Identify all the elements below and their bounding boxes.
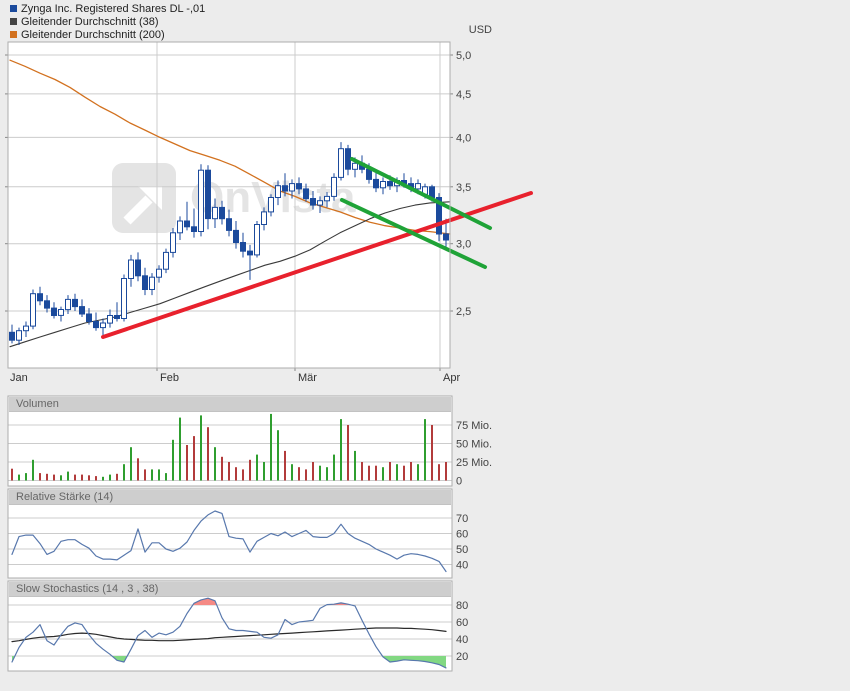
price-series-label: Zynga Inc. Registered Shares DL -,01 xyxy=(21,2,206,15)
stochastics-gridlines xyxy=(8,604,452,657)
price-series-swatch xyxy=(10,5,17,12)
volume-axis-label: 25 Mio. xyxy=(456,457,492,469)
legend-item-ma200: Gleitender Durchschnitt (200) xyxy=(10,28,205,41)
main-plot-border xyxy=(7,41,451,369)
rsi-axis-label: 50 xyxy=(456,544,468,556)
ma200-line xyxy=(9,59,451,235)
month-axis-label: Mär xyxy=(298,372,317,384)
price-axis-label: 4,5 xyxy=(456,89,471,101)
stochastics-panel-border xyxy=(7,580,453,672)
candles-layer xyxy=(9,142,449,345)
trendline xyxy=(340,198,487,269)
rsi-axis-label: 70 xyxy=(456,513,468,525)
volume-axis-label: 75 Mio. xyxy=(456,420,492,432)
legend-item-ma38: Gleitender Durchschnitt (38) xyxy=(10,15,205,28)
volume-panel-border xyxy=(7,395,453,487)
stoch-signal-line xyxy=(11,627,447,643)
price-axis-label: 3,0 xyxy=(456,239,471,251)
volume-panel-header: Volumen xyxy=(9,397,451,412)
ma200-swatch xyxy=(10,31,17,38)
trendline xyxy=(101,191,533,339)
volume-axis-label: 50 Mio. xyxy=(456,439,492,451)
currency-label: USD xyxy=(468,24,492,36)
volume-axis-label: 0 xyxy=(456,476,462,488)
legend: Zynga Inc. Registered Shares DL -,01 Gle… xyxy=(10,2,205,41)
price-axis-label: 4,0 xyxy=(456,132,471,144)
legend-item-price: Zynga Inc. Registered Shares DL -,01 xyxy=(10,2,205,15)
stochastics-panel-header: Slow Stochastics (14 , 3 , 38) xyxy=(9,582,451,597)
stochastics-axis-label: 60 xyxy=(456,617,468,629)
price-axis-label: 3,5 xyxy=(456,182,471,194)
onvista-watermark xyxy=(112,163,176,233)
price-axis-label: 5,0 xyxy=(456,50,471,62)
price-axis-label: 2,5 xyxy=(456,306,471,318)
stoch-oversold-fill xyxy=(12,656,446,668)
stochastics-axis-label: 20 xyxy=(456,651,468,663)
ma38-label: Gleitender Durchschnitt (38) xyxy=(21,15,159,28)
rsi-panel-border xyxy=(7,488,453,579)
ma38-line xyxy=(9,201,451,348)
month-axis-label: Feb xyxy=(160,372,179,384)
rsi-axis-label: 60 xyxy=(456,529,468,541)
rsi-axis-label: 40 xyxy=(456,560,468,572)
ma200-label: Gleitender Durchschnitt (200) xyxy=(21,28,165,41)
volume-bars xyxy=(11,413,447,481)
trendline xyxy=(350,157,492,230)
month-axis-label: Jan xyxy=(10,372,28,384)
stochastics-axis-label: 40 xyxy=(456,634,468,646)
rsi-line xyxy=(11,510,447,573)
month-axis-label: Apr xyxy=(443,372,460,384)
rsi-gridlines xyxy=(8,517,452,565)
rsi-panel-header: Relative Stärke (14) xyxy=(9,490,451,505)
ma38-swatch xyxy=(10,18,17,25)
stochastics-axis-label: 80 xyxy=(456,600,468,612)
stoch-k-line xyxy=(11,597,447,669)
